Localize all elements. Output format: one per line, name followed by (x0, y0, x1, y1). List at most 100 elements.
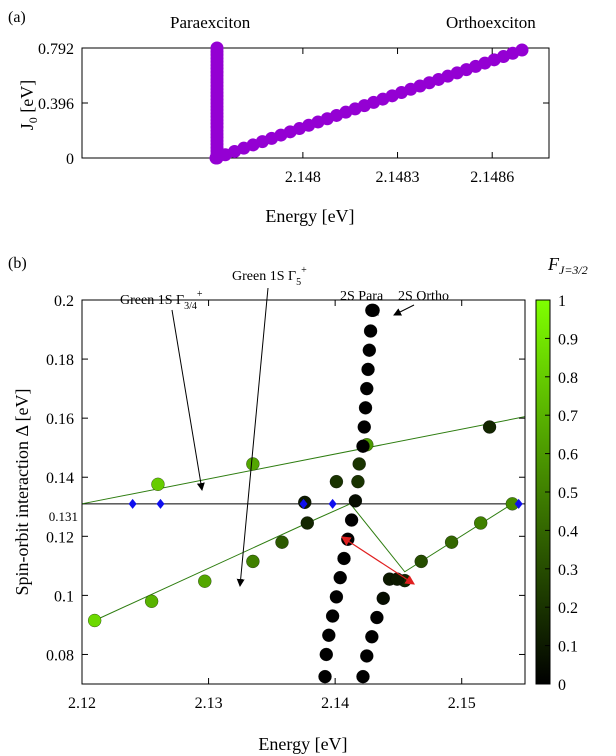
panel-a-ylabel: J0 [eV] (17, 80, 40, 131)
data-point (356, 439, 370, 453)
data-point (329, 475, 344, 489)
data-point (444, 535, 459, 549)
ytick-label: 0.1 (54, 588, 74, 605)
data-point (300, 516, 314, 530)
colorbar-title: FJ=3/2 (547, 254, 588, 277)
ytick-label: 0.16 (46, 411, 74, 428)
label-2s-ortho: 2S Ortho (398, 289, 449, 304)
point-ortho (515, 43, 529, 57)
data-point (360, 381, 374, 396)
data-point (344, 513, 359, 527)
label-green-gamma5-main: Green 1S Γ (232, 269, 296, 284)
data-point (329, 590, 344, 604)
panel-a-xticks: 2.148 2.1483 2.1486 (285, 48, 514, 186)
data-point (357, 420, 371, 434)
data-point (246, 457, 260, 471)
data-point (352, 457, 366, 471)
arrow-para (369, 304, 379, 316)
panel-a-xlabel: Energy [eV] (265, 206, 354, 226)
colorbar-tick-label: 0.8 (558, 370, 578, 387)
ytick-label: 0.792 (38, 41, 74, 58)
xtick-label: 2.1483 (376, 169, 420, 186)
panel-a-marks (209, 41, 529, 165)
colorbar-tick-label: 0.1 (558, 639, 578, 656)
ytick-label: 0.18 (46, 352, 74, 369)
arrow-ortho (393, 304, 415, 316)
panel-b-frame (81, 299, 526, 685)
data-point (390, 572, 404, 586)
guide-line (81, 416, 526, 505)
arrow-green-gamma34 (171, 309, 205, 491)
data-point (246, 554, 260, 569)
data-point (198, 574, 212, 588)
ytick-label: 0.396 (38, 96, 74, 113)
data-point (365, 630, 379, 644)
panel-a-ylabel-sub: 0 (26, 117, 40, 123)
ytick-label: 0.2 (54, 293, 74, 310)
data-point (333, 571, 347, 585)
data-point (337, 551, 351, 566)
panel-b: (b) 2.12 2.13 2.14 2.15 0.08 0.1 0.12 0.14 0.16… (8, 254, 588, 754)
panel-a-yticks: 0 0.396 0.792 (38, 41, 549, 168)
xtick-label: 2.12 (68, 695, 96, 712)
data-point (322, 628, 336, 642)
data-point (358, 401, 373, 415)
colorbar-tick-label: 0.7 (558, 408, 578, 425)
panel-b-marks (88, 303, 523, 684)
ytick-label: 0.12 (46, 529, 74, 546)
data-point (151, 477, 165, 491)
colorbar-tick-label: 1 (558, 293, 566, 310)
label-green-gamma5-sup: + (301, 265, 307, 276)
xtick-label: 2.14 (321, 695, 349, 712)
data-point (88, 613, 102, 628)
xtick-label: 2.148 (285, 169, 321, 186)
panel-b-yticks: 0.08 0.1 0.12 0.14 0.16 0.18 0.2 (46, 293, 525, 664)
colorbar-tick-label: 0.6 (558, 447, 578, 464)
data-point (275, 535, 289, 549)
point-para (210, 41, 224, 55)
data-point (356, 669, 370, 684)
panel-a-ylabel-unit: [eV] (17, 80, 37, 117)
data-point (348, 494, 363, 508)
panel-b-xticks: 2.12 2.13 2.14 2.15 (68, 300, 476, 712)
label-green-gamma34-sub: 3/4 (184, 301, 197, 312)
data-point (318, 669, 332, 684)
hline-label: 0.131 (49, 509, 78, 524)
data-point (376, 591, 390, 605)
xtick-label: 2.1486 (470, 169, 514, 186)
colorbar-title-sub: J=3/2 (559, 263, 588, 277)
label-2s-para: 2S Para (340, 289, 384, 304)
data-point (351, 475, 365, 489)
colorbar-tick-label: 0.9 (558, 331, 578, 348)
colorbar-tick-label: 0.5 (558, 485, 578, 502)
data-point (319, 647, 333, 662)
data-point (144, 594, 159, 608)
diamond-marker (328, 498, 337, 509)
panel-a-ylabel-main: J (17, 123, 37, 130)
colorbar-tick-label: 0 (558, 677, 566, 694)
label-green-gamma5-sub: 5 (296, 277, 301, 288)
panel-b-label: (b) (8, 255, 27, 272)
data-point (474, 516, 488, 530)
arrow-green-gamma5 (236, 287, 269, 587)
diamond-marker (156, 498, 165, 509)
colorbar-tick-label: 0.2 (558, 600, 578, 617)
annotation-paraexciton: Paraexciton (170, 13, 251, 32)
data-point (363, 324, 378, 338)
panel-a: (a) 2.148 2.1483 2.1486 0 0.396 0.792 Paraex… (8, 9, 550, 226)
colorbar-title-main: F (547, 254, 560, 274)
colorbar-ticks: 0 0.1 0.2 0.3 0.4 0.5 0.6 0.7 0.8 0.9 1 (545, 293, 578, 694)
colorbar-tick-label: 0.4 (558, 523, 578, 540)
panel-a-label: (a) (8, 9, 26, 26)
data-point (482, 420, 497, 434)
data-point (414, 554, 428, 569)
diamond-marker (299, 498, 308, 509)
ytick-label: 0.08 (46, 647, 74, 664)
label-green-gamma5: Green 1S Γ5+ (232, 265, 307, 288)
ytick-label: 0 (66, 151, 74, 168)
label-green-gamma34: Green 1S Γ3/4+ (120, 289, 203, 312)
ytick-label: 0.14 (46, 470, 74, 487)
label-green-gamma34-sup: + (197, 289, 203, 300)
label-green-gamma34-main: Green 1S Γ (120, 293, 184, 308)
